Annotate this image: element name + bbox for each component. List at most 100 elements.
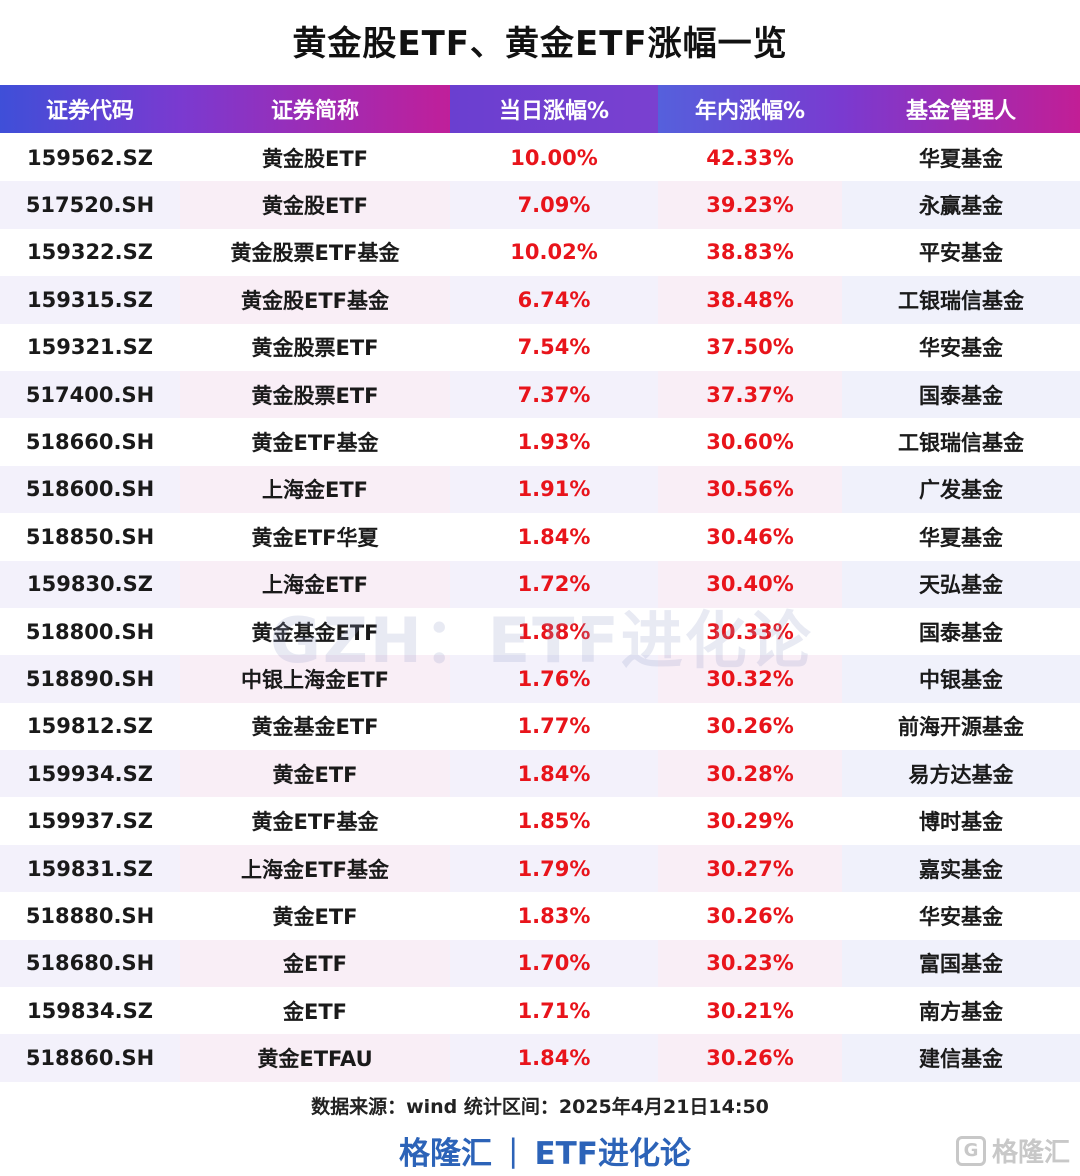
table-row: 159830.SZ 上海金ETF 1.72% 30.40% 天弘基金 [0, 560, 1080, 608]
cell-daily-change: 1.70% [450, 939, 658, 988]
header-daily-change: 当日涨幅% [450, 85, 658, 133]
cell-daily-change: 7.37% [450, 370, 658, 419]
cell-code: 159562.SZ [27, 145, 153, 170]
cell-name: 上海金ETF [180, 560, 450, 608]
cell-name: 黄金基金ETF [251, 620, 379, 645]
table-row: 518600.SH 上海金ETF 1.91% 30.56% 广发基金 [0, 465, 1080, 514]
cell-manager: 易方达基金 [842, 750, 1080, 798]
logo-icon: G [955, 1135, 986, 1166]
cell-daily-change: 1.88% [517, 619, 591, 644]
cell-code: 518680.SH [0, 939, 180, 988]
cell-manager: 平安基金 [919, 241, 1003, 266]
cell-ytd-change: 30.23% [658, 939, 842, 988]
cell-code: 517520.SH [0, 181, 180, 229]
table-row: 518860.SH 黄金ETFAU 1.84% 30.26% 建信基金 [0, 1034, 1080, 1082]
cell-daily-change: 1.93% [517, 430, 591, 455]
cell-manager: 永赢基金 [842, 181, 1080, 229]
cell-code: 159321.SZ [27, 335, 153, 360]
header-name: 证券简称 [180, 85, 450, 133]
cell-ytd-change: 30.46% [706, 524, 794, 549]
cell-manager: 建信基金 [842, 1034, 1080, 1082]
logo: G 格隆汇 [955, 1132, 1070, 1169]
table-row: 159321.SZ 黄金股票ETF 7.54% 37.50% 华安基金 [0, 324, 1080, 371]
table-row: 159934.SZ 黄金ETF 1.84% 30.28% 易方达基金 [0, 750, 1080, 798]
cell-manager: 华夏基金 [919, 146, 1003, 171]
cell-name: 金ETF [282, 999, 347, 1024]
brand-separator: | [508, 1132, 519, 1169]
cell-ytd-change: 30.33% [706, 619, 794, 644]
cell-name: 黄金股ETF基金 [180, 276, 450, 324]
cell-ytd-change: 30.28% [658, 750, 842, 798]
cell-manager: 南方基金 [919, 999, 1003, 1024]
cell-ytd-change: 30.27% [658, 844, 842, 893]
table-row: 517520.SH 黄金股ETF 7.09% 39.23% 永赢基金 [0, 181, 1080, 229]
table-row: 159322.SZ 黄金股票ETF基金 10.02% 38.83% 平安基金 [0, 229, 1080, 276]
cell-manager: 中银基金 [842, 655, 1080, 703]
table-row: 159937.SZ 黄金ETF基金 1.85% 30.29% 博时基金 [0, 797, 1080, 844]
cell-manager: 国泰基金 [919, 620, 1003, 645]
cell-code: 518800.SH [25, 619, 155, 644]
table-header: 证券代码 证券简称 当日涨幅% 年内涨幅% 基金管理人 [0, 85, 1080, 133]
cell-name: 黄金ETF基金 [251, 431, 379, 456]
table-row: 518680.SH 金ETF 1.70% 30.23% 富国基金 [0, 939, 1080, 988]
header-manager: 基金管理人 [842, 85, 1080, 133]
table-row: 159315.SZ 黄金股ETF基金 6.74% 38.48% 工银瑞信基金 [0, 276, 1080, 324]
table-row: 518660.SH 黄金ETF基金 1.93% 30.60% 工银瑞信基金 [0, 418, 1080, 465]
cell-ytd-change: 37.37% [658, 370, 842, 419]
cell-code: 159812.SZ [27, 714, 153, 739]
table-row: 159812.SZ 黄金基金ETF 1.77% 30.26% 前海开源基金 [0, 703, 1080, 750]
cell-daily-change: 1.71% [517, 998, 591, 1023]
cell-name: 黄金股ETF [180, 181, 450, 229]
cell-name: 黄金ETF基金 [251, 810, 379, 835]
cell-code: 518600.SH [0, 465, 180, 514]
cell-manager: 华安基金 [919, 336, 1003, 361]
table-body: 159562.SZ 黄金股ETF 10.00% 42.33% 华夏基金 517520.SH… [0, 134, 1080, 1082]
cell-manager: 天弘基金 [842, 560, 1080, 608]
logo-text: 格隆汇 [991, 1138, 1070, 1168]
cell-ytd-change: 30.32% [658, 655, 842, 703]
brand-name: 格隆汇 [399, 1136, 493, 1172]
table-row: 518890.SH 中银上海金ETF 1.76% 30.32% 中银基金 [0, 655, 1080, 703]
cell-name: 黄金ETF华夏 [251, 525, 379, 550]
cell-daily-change: 1.84% [450, 1034, 658, 1082]
cell-name: 黄金股票ETF [251, 336, 379, 361]
cell-daily-change: 1.84% [450, 750, 658, 798]
cell-ytd-change: 30.26% [706, 903, 794, 928]
cell-manager: 嘉实基金 [842, 844, 1080, 893]
cell-ytd-change: 30.26% [706, 714, 794, 739]
cell-name: 黄金股票ETF [180, 370, 450, 419]
table-row: 518800.SH 黄金基金ETF 1.88% 30.33% 国泰基金 [0, 608, 1080, 655]
cell-code: 159830.SZ [0, 560, 180, 608]
cell-daily-change: 10.02% [510, 240, 598, 265]
brand-channel: ETF进化论 [534, 1136, 691, 1172]
table-row: 518850.SH 黄金ETF华夏 1.84% 30.46% 华夏基金 [0, 513, 1080, 560]
cell-daily-change: 1.83% [517, 903, 591, 928]
cell-code: 517400.SH [0, 370, 180, 419]
cell-ytd-change: 30.60% [706, 430, 794, 455]
cell-name: 金ETF [180, 939, 450, 988]
etf-table: 证券代码 证券简称 当日涨幅% 年内涨幅% 基金管理人 159562.SZ 黄金股… [0, 85, 1080, 1082]
cell-daily-change: 1.76% [450, 655, 658, 703]
cell-code: 159315.SZ [0, 276, 180, 324]
cell-daily-change: 7.09% [450, 181, 658, 229]
data-source-note: 数据来源：wind 统计区间：2025年4月21日14:50 [311, 1096, 769, 1118]
cell-manager: 富国基金 [842, 939, 1080, 988]
cell-daily-change: 10.00% [510, 145, 598, 170]
cell-name: 黄金ETF [180, 750, 450, 798]
page-title: 黄金股ETF、黄金ETF涨幅一览 [292, 24, 788, 64]
cell-daily-change: 1.77% [517, 714, 591, 739]
header-code: 证券代码 [0, 85, 180, 133]
cell-ytd-change: 30.21% [706, 998, 794, 1023]
cell-ytd-change: 37.50% [706, 335, 794, 360]
cell-daily-change: 1.84% [517, 524, 591, 549]
cell-code: 159831.SZ [0, 844, 180, 893]
cell-code: 159322.SZ [27, 240, 153, 265]
cell-code: 159834.SZ [27, 998, 153, 1023]
cell-name: 中银上海金ETF [180, 655, 450, 703]
cell-daily-change: 1.72% [450, 560, 658, 608]
cell-manager: 华安基金 [919, 904, 1003, 929]
cell-manager: 国泰基金 [842, 370, 1080, 419]
header-ytd-change: 年内涨幅% [658, 85, 842, 133]
cell-name: 黄金股ETF [261, 146, 368, 171]
cell-code: 518850.SH [25, 524, 155, 549]
